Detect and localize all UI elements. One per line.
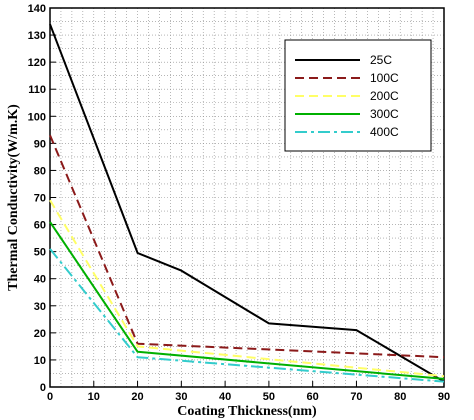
series-line-200c [49, 199, 445, 378]
series-line-100c [49, 134, 445, 359]
x-tick-label: 50 [263, 391, 275, 403]
y-tick-label: 40 [34, 274, 46, 286]
series-line-400c [49, 248, 445, 383]
x-tick-label: 60 [307, 391, 319, 403]
x-tick-label: 0 [47, 391, 53, 403]
y-tick-label: 140 [28, 3, 46, 15]
legend: 25C 100C 200C 300C 400C [284, 39, 432, 152]
y-tick-label: 80 [34, 165, 46, 177]
legend-label: 300C [370, 107, 399, 121]
x-tick-label: 20 [131, 391, 143, 403]
y-axis-label: Thermal Conductivity(W/m.K) [6, 104, 21, 291]
x-tick-label: 80 [394, 391, 406, 403]
y-tick-label: 60 [34, 220, 46, 232]
y-tick-label: 70 [34, 193, 46, 205]
x-axis-label: Coating Thickness(nm) [177, 404, 317, 419]
grid-lines [50, 8, 444, 387]
y-tick-label: 30 [34, 301, 46, 313]
legend-label: 25C [370, 53, 392, 67]
y-tick-label: 90 [34, 138, 46, 150]
y-tick-label: 10 [34, 355, 46, 367]
x-tick-label: 10 [88, 391, 100, 403]
x-tick-label: 40 [219, 391, 231, 403]
y-tick-label: 130 [28, 30, 46, 42]
legend-label: 400C [370, 125, 399, 139]
x-tick-label: 70 [350, 391, 362, 403]
series-lines [49, 23, 445, 383]
y-tick-label: 110 [28, 84, 46, 96]
series-line-300c [49, 221, 445, 380]
y-tick-label: 0 [40, 382, 46, 394]
legend-label: 200C [370, 89, 399, 103]
y-tick-label: 120 [28, 57, 46, 69]
x-tick-label: 30 [175, 391, 187, 403]
series-line-25c [49, 23, 445, 383]
x-tick-label: 90 [438, 391, 450, 403]
axis-ticks: 0 10 20 30 40 50 60 70 80 90 0 10 20 30 40 50 60 70 80 90 10… [28, 3, 450, 403]
legend-label: 100C [370, 71, 399, 85]
y-tick-label: 20 [34, 328, 46, 340]
y-tick-label: 50 [34, 247, 46, 259]
y-tick-label: 100 [28, 111, 46, 123]
